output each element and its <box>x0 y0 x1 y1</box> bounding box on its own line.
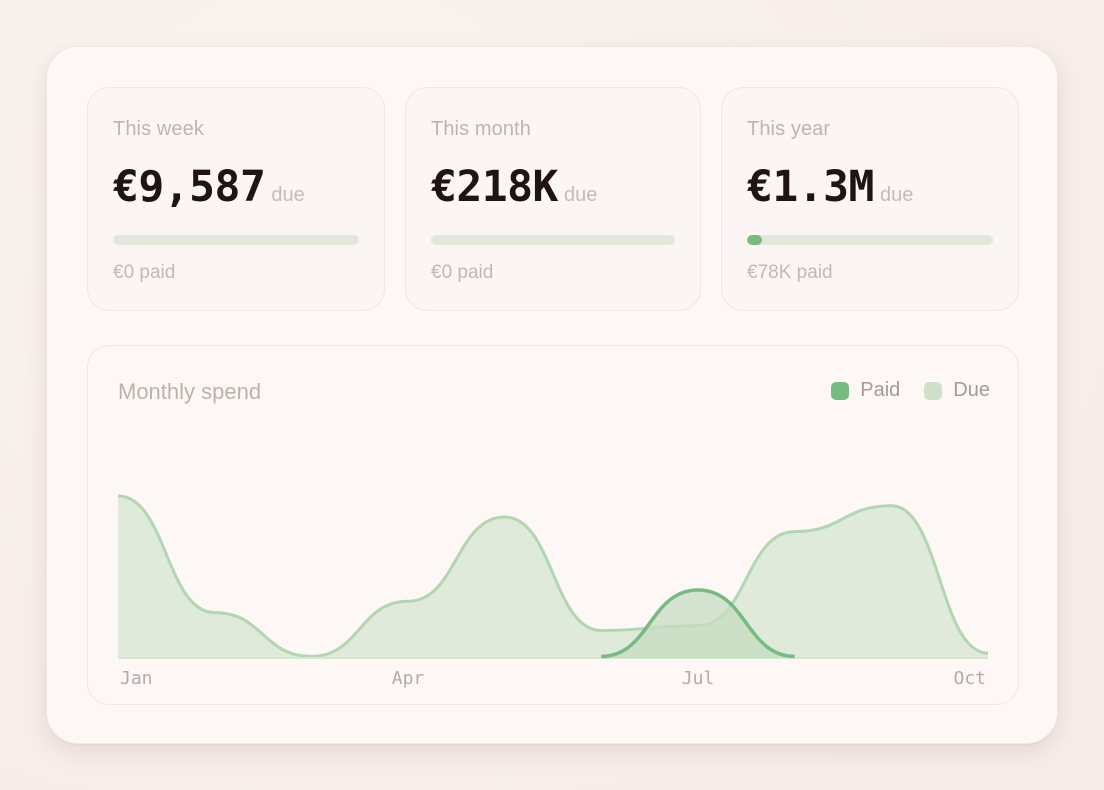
progress-bar <box>431 235 675 245</box>
stat-amount: €9,587 <box>113 162 266 212</box>
progress-fill <box>747 235 762 245</box>
progress-bar <box>747 235 993 245</box>
stat-card-year: This year €1.3M due €78K paid <box>721 87 1019 311</box>
due-series-line <box>117 494 989 658</box>
chart-canvas: Jan Apr Jul Oct <box>117 494 989 689</box>
legend-swatch-paid <box>831 381 850 400</box>
stat-amount: €1.3M <box>747 162 874 212</box>
stat-label: This year <box>747 118 831 140</box>
legend-swatch-due <box>924 381 943 400</box>
progress-bar <box>113 235 359 245</box>
dashboard-panel: This week €9,587 due €0 paid This month €… <box>46 46 1058 744</box>
chart-title: Monthly spend <box>118 379 262 404</box>
paid-series-area <box>601 589 795 658</box>
legend-label: Due <box>953 379 990 401</box>
stat-paid: €0 paid <box>113 262 176 283</box>
stat-amount-row: €218K due <box>431 162 597 212</box>
legend-item-paid[interactable]: Paid <box>831 379 900 402</box>
stat-due-label: due <box>271 184 305 206</box>
stat-paid: €78K paid <box>747 262 833 283</box>
x-tick-label: Oct <box>953 668 986 689</box>
stat-card-week: This week €9,587 due €0 paid <box>87 87 385 311</box>
x-tick-label: Jul <box>682 668 715 689</box>
legend-item-due[interactable]: Due <box>924 379 990 402</box>
stat-label: This week <box>113 118 204 140</box>
stat-due-label: due <box>563 184 598 206</box>
x-tick-label: Apr <box>392 668 425 689</box>
legend-label: Paid <box>860 379 901 401</box>
stat-amount-row: €9,587 due <box>113 162 305 212</box>
x-tick-label: Jan <box>120 668 153 689</box>
stat-amount: €218K <box>431 162 558 212</box>
stat-amount-row: €1.3M due <box>747 162 913 212</box>
paid-series-line <box>601 588 795 659</box>
stat-paid: €0 paid <box>431 262 494 283</box>
stat-card-month: This month €218K due €0 paid <box>405 87 701 311</box>
chart-legend: Paid Due <box>807 379 990 402</box>
monthly-spend-chart: Jan Apr Jul Oct Monthly spend Paid Due <box>87 345 1019 705</box>
stat-label: This month <box>431 118 531 140</box>
stat-due-label: due <box>879 184 914 206</box>
